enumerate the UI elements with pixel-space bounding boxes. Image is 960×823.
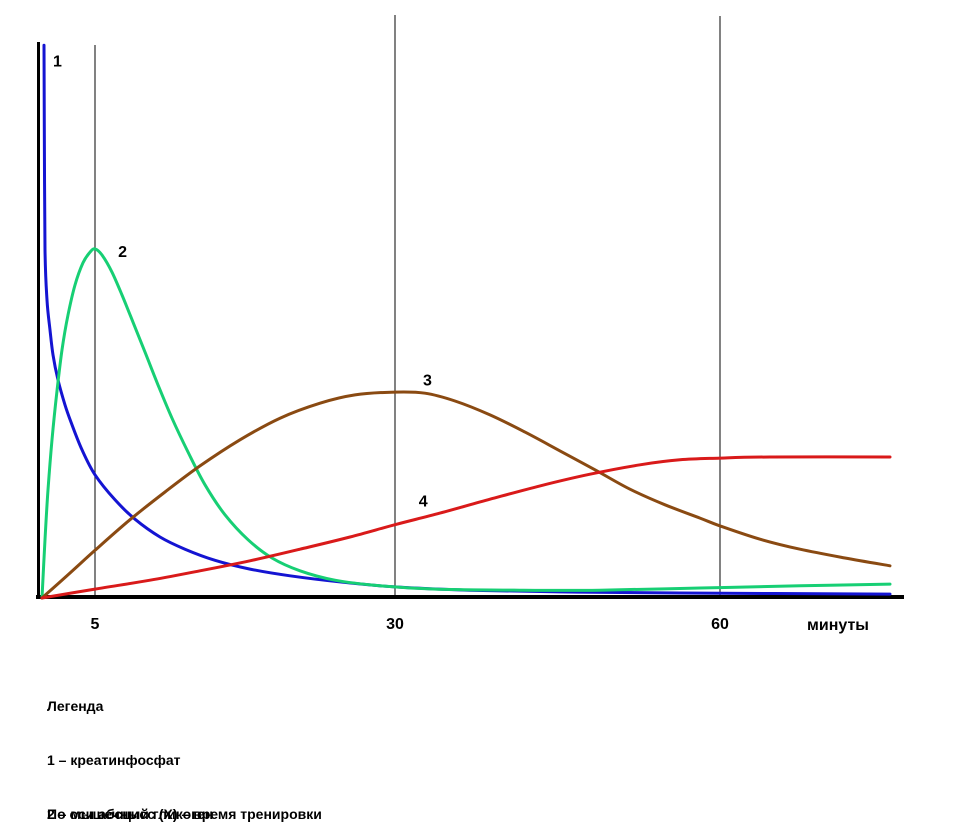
x-tick-label-30: 30 xyxy=(386,616,404,633)
gridlines-group xyxy=(94,15,721,598)
x-tick-label-5: 5 xyxy=(91,616,100,633)
x-axis xyxy=(36,595,904,599)
curve-2 xyxy=(40,247,892,600)
chart-canvas: 5 30 60 1 2 3 4 минуты xyxy=(36,15,904,634)
x-axis-unit-label: минуты xyxy=(807,617,869,634)
curve-label-3: 3 xyxy=(423,373,432,390)
curves-group xyxy=(40,43,892,600)
curve-number-labels-group: 1 2 3 4 xyxy=(53,54,432,511)
curve-4 xyxy=(40,455,892,600)
legend-title: Легенда xyxy=(47,698,104,714)
x-tick-labels-group: 5 30 60 xyxy=(91,616,729,633)
curve-label-4: 4 xyxy=(419,494,428,511)
x-tick-label-60: 60 xyxy=(711,616,729,633)
curve-label-2: 2 xyxy=(118,244,127,261)
y-axis xyxy=(37,42,40,599)
curve-3 xyxy=(40,390,892,600)
x-axis-caption: По оси абсцисс (X) – время тренировки xyxy=(47,806,322,822)
legend-block: Легенда 1 – креатинфосфат 2 – мышечный г… xyxy=(47,661,213,823)
legend-item-1: 1 – креатинфосфат xyxy=(47,752,181,768)
axes-captions-block: По оси абсцисс (X) – время тренировки По… xyxy=(47,769,548,823)
curve-1 xyxy=(42,43,892,596)
curve-label-1: 1 xyxy=(53,54,62,71)
legend-item-2: 2 – мышечный гликоген xyxy=(47,806,214,822)
